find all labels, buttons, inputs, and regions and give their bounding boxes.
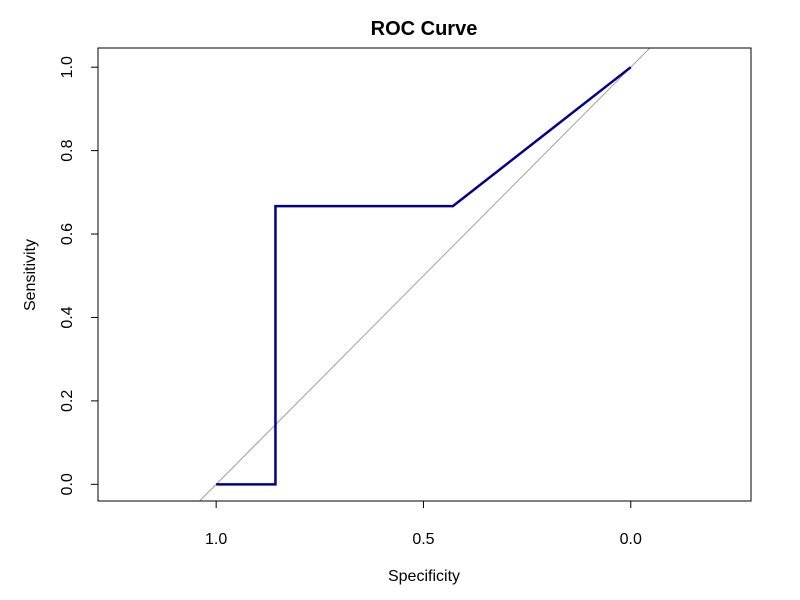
y-tick-label: 0.0 — [59, 473, 76, 495]
chart-title: ROC Curve — [371, 18, 478, 40]
roc-curve-line — [216, 66, 632, 486]
y-tick-label: 1.0 — [59, 56, 76, 78]
y-tick-label: 0.8 — [59, 139, 76, 161]
y-axis-label: Sensitivity — [22, 239, 39, 311]
y-tick-label: 0.2 — [59, 390, 76, 412]
reference-diagonal-line — [199, 47, 651, 502]
plot-area: 1.0 0.5 0.0 0.0 0.2 0.4 0.6 0.8 1.0 — [59, 47, 752, 548]
y-tick-label: 0.4 — [59, 306, 76, 328]
x-tick-label: 0.0 — [620, 531, 642, 548]
y-tick-label: 0.6 — [59, 223, 76, 245]
x-tick-label: 1.0 — [205, 531, 227, 548]
x-tick-label: 0.5 — [412, 531, 434, 548]
x-axis-label: Specificity — [388, 568, 460, 585]
